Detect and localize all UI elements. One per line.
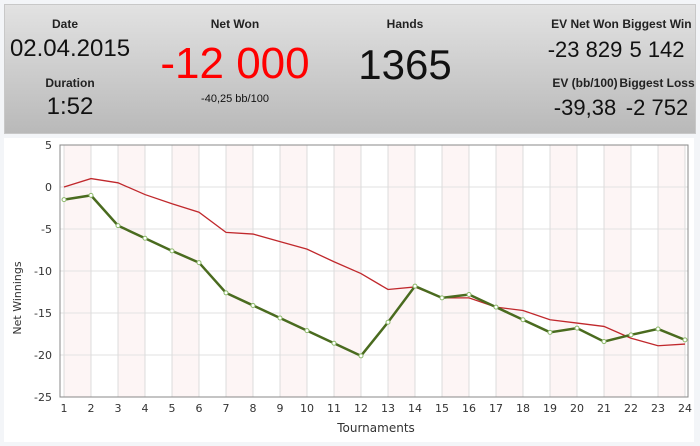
- x-tick-label: 6: [196, 402, 203, 415]
- x-tick-label: 11: [327, 402, 341, 415]
- net-won-value: -12 000: [160, 39, 310, 88]
- x-axis-label: Tournaments: [336, 421, 415, 435]
- x-tick-label: 24: [678, 402, 692, 415]
- duration-label: Duration: [45, 76, 95, 90]
- x-tick-label: 13: [381, 402, 395, 415]
- y-tick-label: 5: [45, 139, 52, 152]
- data-point: [142, 235, 148, 241]
- x-tick-label: 15: [435, 402, 449, 415]
- data-point: [304, 328, 310, 334]
- ev-net-won-value: -23 829: [547, 37, 623, 62]
- data-point: [61, 197, 67, 203]
- biggest-loss-value: -2 752: [625, 95, 689, 120]
- data-point: [493, 304, 499, 310]
- x-tick-label: 8: [250, 402, 257, 415]
- y-tick-label: -5: [41, 223, 52, 236]
- x-tick-label: 19: [543, 402, 557, 415]
- summary-header: Date 02.04.2015 Duration 1:52 Net Won -1…: [4, 4, 696, 134]
- x-tick-label: 22: [624, 402, 638, 415]
- x-tick-label: 21: [597, 402, 611, 415]
- data-point: [601, 339, 607, 345]
- y-tick-label: 0: [45, 181, 52, 194]
- plot-border: [59, 144, 689, 398]
- x-tick-label: 4: [142, 402, 149, 415]
- x-tick-label: 12: [354, 402, 368, 415]
- ev-net-won-label: EV Net Won: [551, 17, 619, 31]
- series-line: [63, 177, 686, 347]
- biggest-win-label: Biggest Win: [622, 17, 692, 31]
- data-point: [358, 353, 364, 359]
- data-point: [115, 223, 121, 229]
- net-won-label: Net Won: [210, 17, 260, 31]
- net-won-bb: -40,25 bb/100: [201, 93, 269, 105]
- x-tick-label: 20: [570, 402, 584, 415]
- data-point: [88, 192, 94, 198]
- x-tick-label: 18: [516, 402, 530, 415]
- y-tick-label: -15: [34, 307, 52, 320]
- x-tick-label: 10: [300, 402, 314, 415]
- data-point: [331, 340, 337, 346]
- hands-value: 1365: [358, 41, 452, 88]
- x-tick-label: 7: [223, 402, 230, 415]
- biggest-loss-label: Biggest Loss: [619, 76, 695, 90]
- ev-bb-label: EV (bb/100): [552, 76, 618, 90]
- data-point: [628, 332, 634, 338]
- data-point: [250, 302, 256, 308]
- y-axis-label: Net Winnings: [11, 261, 24, 334]
- x-tick-label: 5: [169, 402, 176, 415]
- x-tick-label: 1: [61, 402, 68, 415]
- net-winnings-chart: 5 0 -5 -10 -15 -20 -25 1 2 3 4 5 6 7 8 9 10 11 12 13 14 15 16 1…: [4, 138, 694, 442]
- data-point: [520, 317, 526, 323]
- y-tick-label: -10: [34, 265, 52, 278]
- data-point: [655, 326, 661, 332]
- data-point: [547, 329, 553, 335]
- data-point: [277, 315, 283, 321]
- x-tick-label: 23: [651, 402, 665, 415]
- biggest-win-value: 5 142: [629, 37, 685, 62]
- x-tick-label: 2: [88, 402, 95, 415]
- x-tick-label: 14: [408, 402, 422, 415]
- data-point: [574, 325, 580, 331]
- x-tick-label: 3: [115, 402, 122, 415]
- data-point: [196, 260, 202, 266]
- hands-label: Hands: [386, 17, 424, 31]
- x-tick-label: 16: [462, 402, 476, 415]
- data-point: [223, 290, 229, 296]
- y-tick-label: -20: [34, 349, 52, 362]
- series-line: [63, 194, 686, 358]
- data-point: [682, 337, 688, 343]
- x-tick-label: 9: [277, 402, 284, 415]
- data-point: [439, 295, 445, 301]
- date-value: 02.04.2015: [9, 35, 131, 62]
- ev-bb-value: -39,38: [553, 95, 617, 120]
- x-tick-label: 17: [489, 402, 503, 415]
- data-point: [412, 283, 418, 289]
- chart-svg: 50-5-10-15-20-251 2 3 4 5 6 7 8 9 10 11 12 13 14 15 16 1…: [11, 139, 692, 435]
- date-label: Date: [51, 17, 78, 31]
- duration-value: 1:52: [46, 93, 94, 120]
- y-tick-label: -25: [34, 391, 52, 404]
- data-point: [385, 319, 391, 325]
- data-point: [169, 248, 175, 254]
- data-point: [466, 292, 472, 298]
